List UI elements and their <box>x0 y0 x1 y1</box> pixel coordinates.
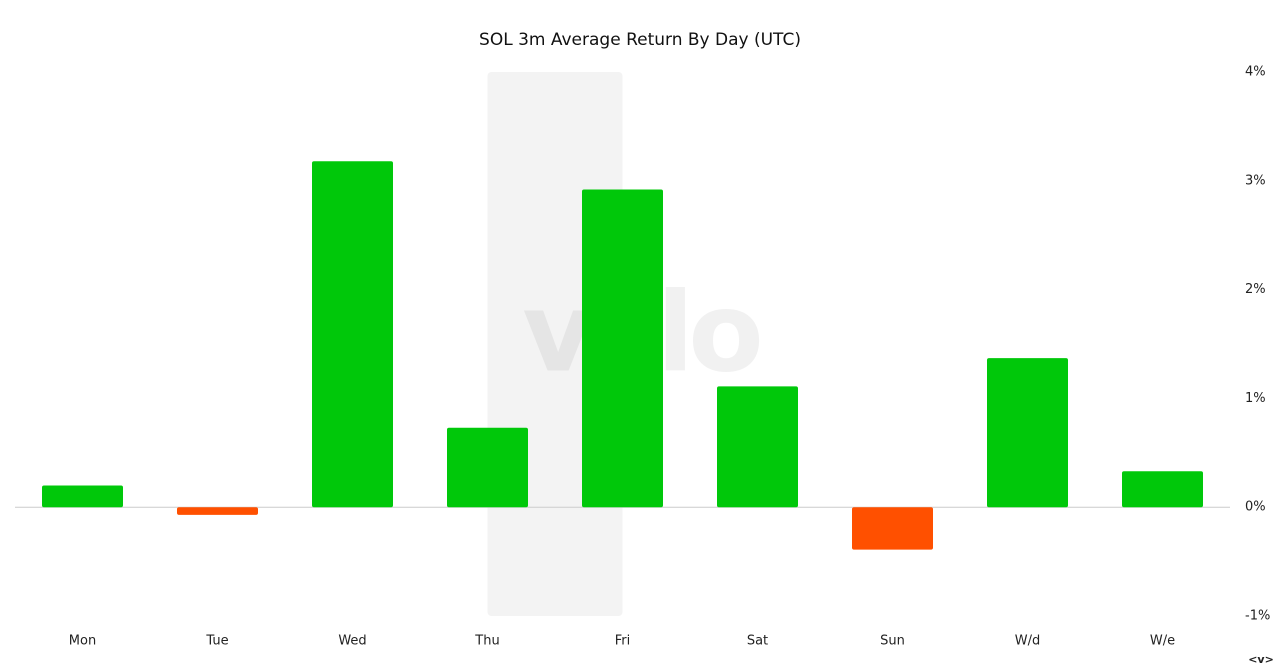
x-tick-label: Wed <box>338 634 366 649</box>
bar <box>717 386 798 508</box>
bar <box>42 485 123 508</box>
y-tick-label: -1% <box>1245 609 1270 624</box>
bar <box>177 507 258 515</box>
y-tick-label: 4% <box>1245 65 1266 80</box>
x-tick-label: Thu <box>474 634 499 649</box>
x-tick-label: Sat <box>747 634 768 649</box>
x-tick-label: W/e <box>1150 634 1175 649</box>
bar <box>447 427 528 508</box>
x-tick-label: W/d <box>1015 634 1041 649</box>
bar <box>1122 471 1203 508</box>
x-tick-label: Fri <box>615 634 631 649</box>
bar <box>987 358 1068 508</box>
footer-mark: <v> <box>1248 653 1274 666</box>
bar <box>312 161 393 508</box>
y-tick-label: 0% <box>1245 500 1266 515</box>
x-tick-label: Tue <box>205 634 228 649</box>
chart-title: SOL 3m Average Return By Day (UTC) <box>479 30 801 50</box>
y-tick-label: 3% <box>1245 173 1266 188</box>
x-tick-label: Mon <box>69 634 96 649</box>
y-tick-label: 1% <box>1245 391 1266 406</box>
y-tick-label: 2% <box>1245 282 1266 297</box>
bar <box>852 507 933 550</box>
x-tick-label: Sun <box>880 634 905 649</box>
bar <box>582 189 663 508</box>
